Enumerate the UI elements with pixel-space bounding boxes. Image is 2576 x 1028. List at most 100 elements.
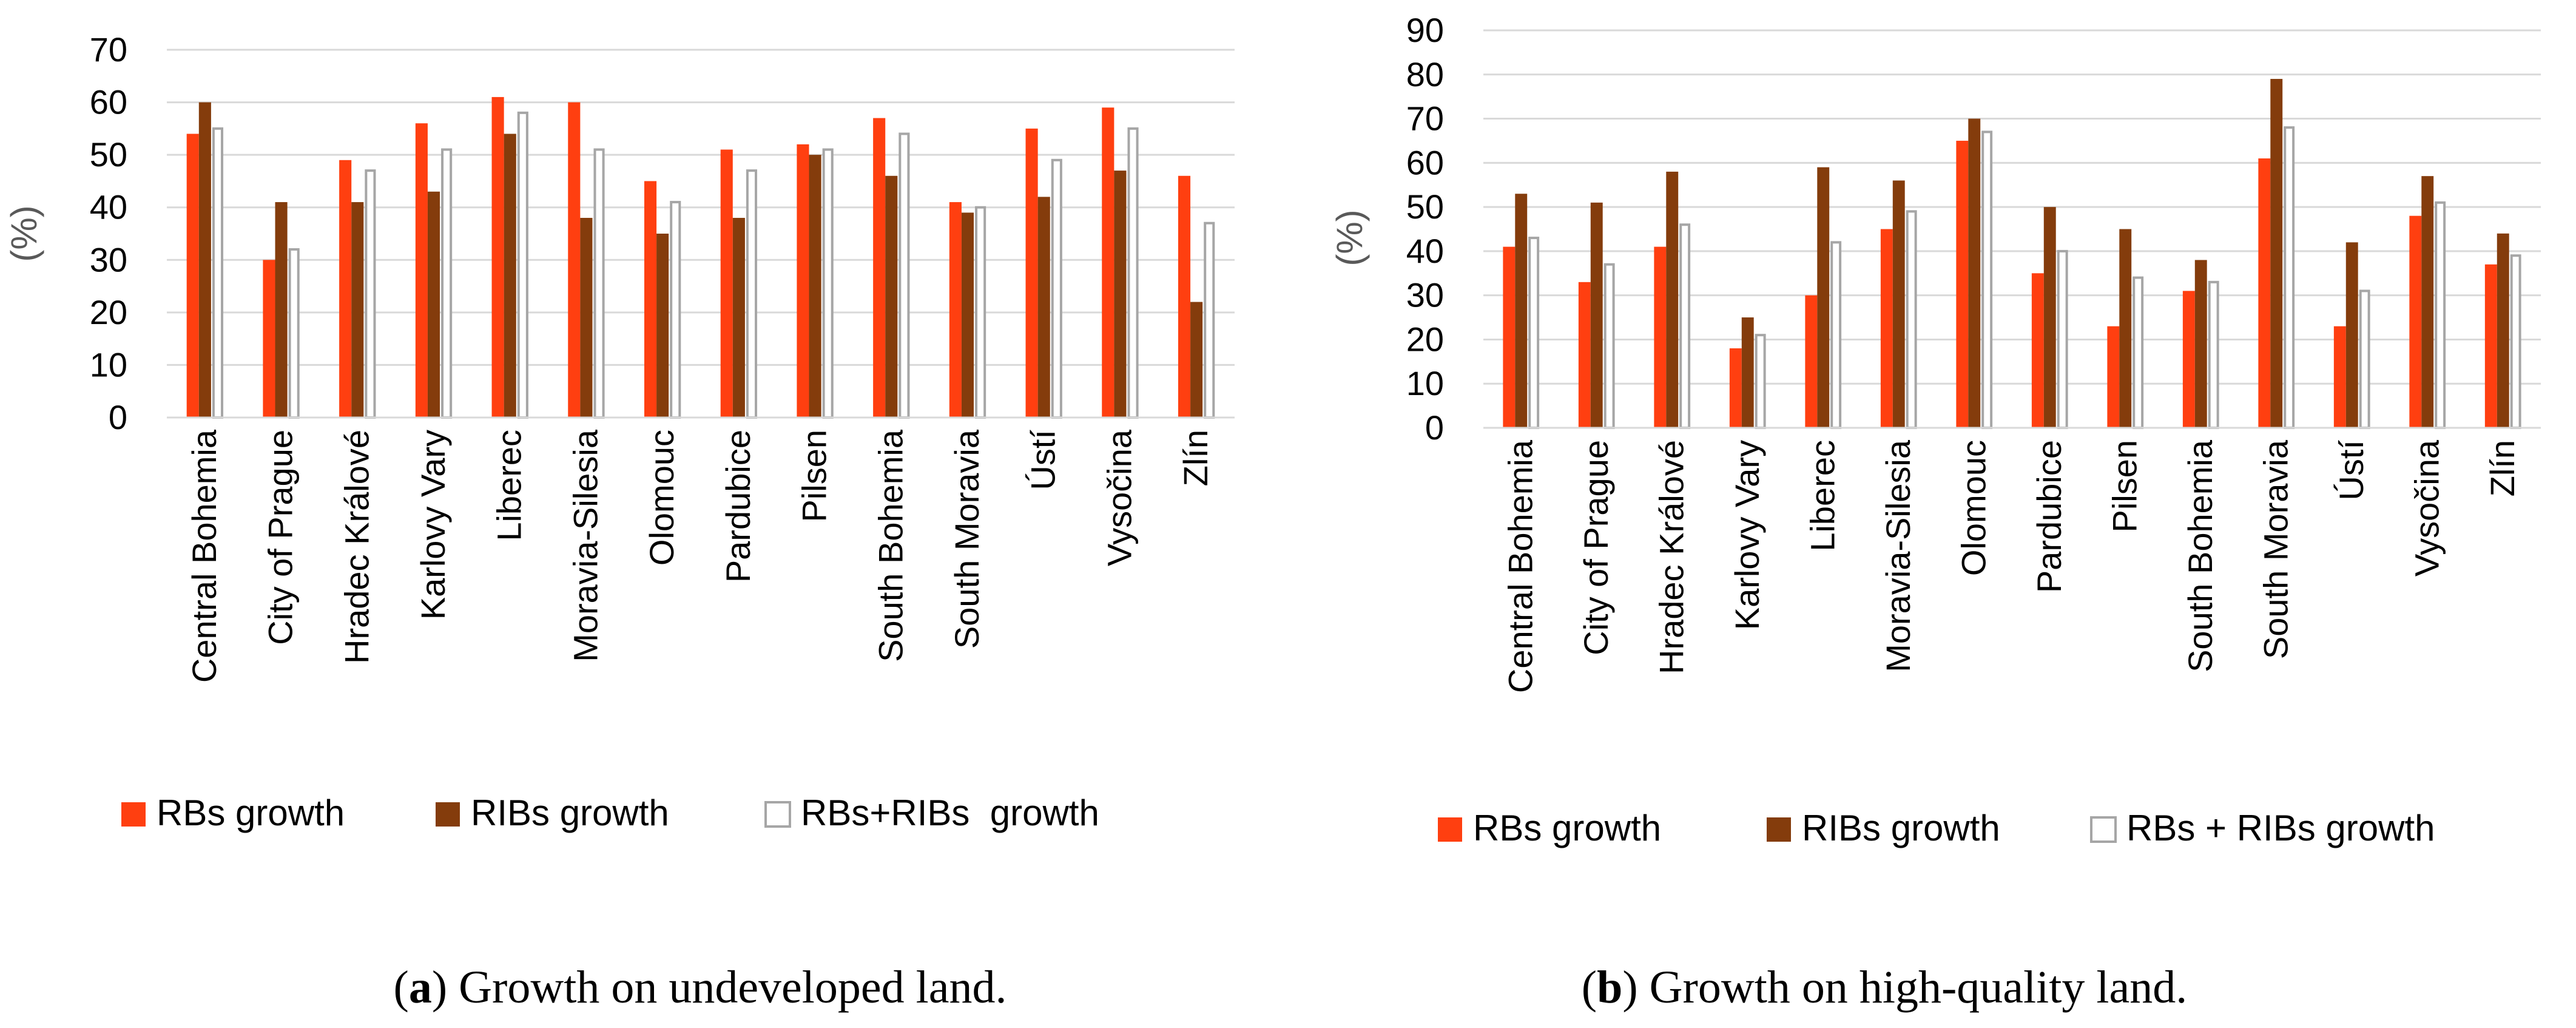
bar-a-s2-12 [1127,127,1139,419]
bar-a-s1-10 [961,212,974,418]
bar-a-s1-4 [504,134,516,418]
bar-b-s0-13 [2484,264,2497,428]
bar-a-s0-12 [1102,107,1114,418]
y-tick-label-b-2: 20 [1406,320,1444,358]
bar-a-s0-2 [339,160,352,418]
x-tick-label-b-10: South Moravia [2256,439,2294,659]
bar-b-s0-7 [2031,273,2044,428]
y-tick-label-b-6: 60 [1406,143,1444,181]
x-tick-label-b-4: Liberec [1803,440,1841,552]
bar-a-s2-7 [746,169,758,419]
x-tick-label-a-6: Olomouc [642,430,681,566]
bar-a-s2-8 [822,148,834,419]
x-tick-label-a-3: Karlovy Vary [414,430,452,620]
y-tick-label-b-0: 0 [1425,408,1444,447]
bar-b-s0-4 [1805,295,1818,428]
bar-b-s1-4 [1817,167,1830,428]
caption-b: (b) Growth on high-quality land. [1582,962,2187,1013]
bar-b-s2-11 [2359,289,2370,429]
bar-b-s0-10 [2258,158,2271,428]
y-tick-label-a-6: 60 [90,83,127,121]
x-tick-label-a-10: South Moravia [948,429,986,649]
y-axis-label-b: (%) [1329,209,1370,266]
bar-a-s1-6 [656,234,669,418]
bar-a-s1-5 [580,218,593,418]
bar-a-s2-2 [365,169,376,419]
bar-b-s2-13 [2510,254,2521,429]
y-tick-label-a-0: 0 [109,398,127,436]
y-tick-label-b-7: 70 [1406,100,1444,138]
legend-label-a-1: RIBs growth [471,793,669,833]
x-tick-label-a-11: Ústí [1024,430,1062,490]
y-axis-label-a: (%) [4,205,44,262]
bar-b-s2-10 [2284,126,2295,429]
y-tick-label-a-2: 20 [90,293,127,331]
caption-a-letter: a [409,962,432,1013]
bar-a-s0-1 [263,260,275,418]
x-tick-label-b-8: Pilsen [2105,440,2143,533]
bar-b-s2-4 [1830,241,1842,429]
bar-a-s0-0 [186,134,199,418]
y-tick-label-a-3: 30 [90,240,127,279]
bar-a-s0-7 [720,149,733,418]
x-tick-label-a-8: Pilsen [795,430,834,522]
bar-b-s2-7 [2057,249,2068,429]
x-tick-label-b-7: Pardubice [2030,440,2068,593]
y-tick-label-a-7: 70 [90,30,127,69]
x-tick-label-a-1: City of Prague [261,430,300,645]
bar-b-s1-11 [2345,242,2358,428]
bar-b-s1-5 [1892,180,1905,428]
x-tick-label-b-0: Central Bohemia [1501,439,1539,693]
y-tick-label-b-9: 90 [1406,11,1444,49]
caption-a: (a) Growth on undeveloped land. [394,962,1007,1013]
bar-a-s2-1 [288,248,300,419]
legend-label-b-1: RIBs growth [1802,808,2000,848]
bar-b-s2-5 [1906,210,1917,429]
bar-a-s0-11 [1025,128,1038,418]
bar-a-s2-3 [441,148,453,419]
bar-b-s2-12 [2435,201,2446,429]
bar-b-s0-12 [2409,215,2422,428]
bar-a-s1-11 [1037,197,1050,418]
bar-b-s2-1 [1603,263,1615,429]
bar-a-s0-10 [949,202,962,418]
bar-b-s2-9 [2208,280,2219,430]
x-tick-label-b-12: Vysočina [2407,439,2446,577]
bar-a-s0-8 [797,144,809,418]
chart-b-high-quality-land: 0 10 20 30 40 50 60 70 80 90 (%) Central Bohemia Cit… [1329,11,2541,848]
bar-a-s1-7 [732,218,745,418]
y-tick-label-b-8: 80 [1406,55,1444,93]
bar-b-s1-7 [2043,207,2056,428]
x-tick-label-b-2: Hradec Králové [1652,440,1690,674]
bar-a-s0-6 [644,181,657,418]
bar-a-s1-1 [275,202,288,418]
bar-a-s1-12 [1114,171,1127,418]
x-tick-label-b-5: Moravia-Silesia [1879,439,1917,672]
legend-swatch-b-1 [1767,817,1791,842]
x-tick-label-b-3: Karlovy Vary [1728,440,1766,630]
y-tick-label-a-5: 50 [90,135,127,174]
bar-a-s2-4 [517,111,528,419]
bar-a-s0-4 [491,96,504,418]
bar-a-s0-3 [415,123,428,418]
bar-b-s2-2 [1679,223,1691,429]
bar-a-s1-9 [885,175,898,418]
x-tick-label-a-5: Moravia-Silesia [566,429,604,662]
bar-a-s2-10 [975,206,986,419]
x-tick-label-b-1: City of Prague [1577,440,1615,655]
bar-b-s1-2 [1666,171,1679,428]
x-tick-label-a-13: Zlín [1176,430,1215,486]
bar-b-s0-11 [2333,326,2346,428]
y-tick-label-b-5: 50 [1406,188,1444,226]
x-tick-label-a-0: Central Bohemia [185,429,223,683]
chart-a-undeveloped-land: 0 10 20 30 40 50 60 70 (%) Central Bohemia City of… [4,30,1235,833]
x-tick-label-b-6: Olomouc [1954,440,1992,576]
bar-b-s1-3 [1741,317,1754,428]
legend-swatch-a-2 [764,801,791,828]
bar-b-s1-9 [2194,260,2207,428]
bar-a-s2-11 [1051,158,1062,419]
legend-label-b-0: RBs growth [1473,808,1661,848]
bar-a-s2-0 [212,127,224,419]
bar-a-s0-5 [568,102,581,418]
